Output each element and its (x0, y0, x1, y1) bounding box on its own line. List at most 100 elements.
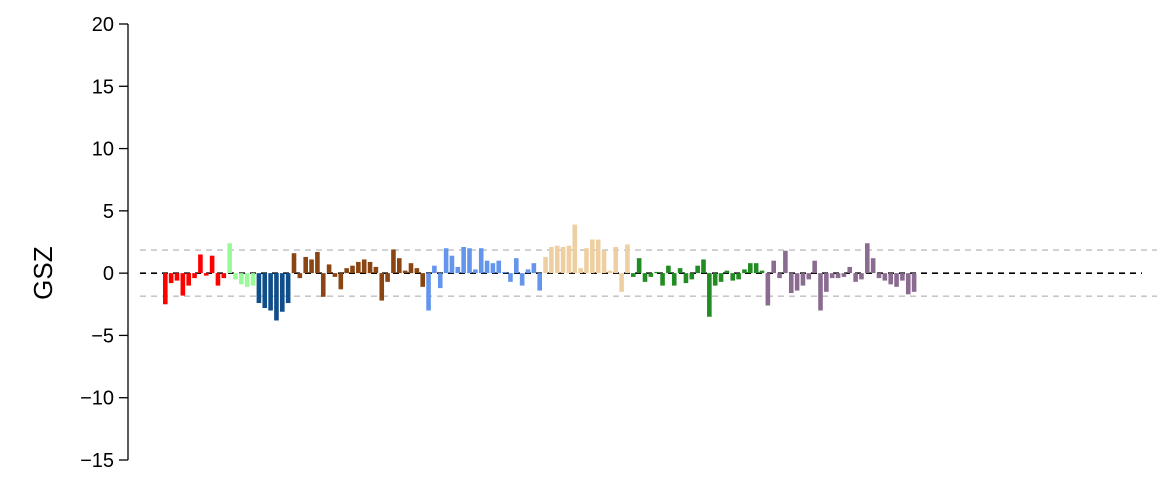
bar (280, 273, 285, 312)
bar (888, 273, 893, 285)
bars (163, 224, 917, 321)
bar (666, 265, 671, 274)
bar (344, 268, 349, 274)
bar (812, 260, 817, 274)
bar (326, 264, 332, 274)
bar (554, 245, 560, 274)
bar (777, 273, 782, 279)
bar (420, 273, 425, 287)
y-axis: −15 −10 −5 0 5 10 15 20 (80, 14, 129, 472)
bar (397, 258, 402, 274)
bar (215, 273, 221, 286)
bar (595, 239, 601, 274)
bar (788, 273, 794, 294)
bar (905, 273, 911, 295)
bar (367, 261, 373, 274)
bar (221, 273, 227, 279)
bar (631, 273, 636, 277)
bar (712, 273, 718, 286)
bar (537, 273, 542, 291)
bar (496, 260, 502, 274)
bar (291, 253, 297, 274)
bar (414, 268, 420, 274)
bar (449, 255, 455, 274)
bar (543, 256, 548, 274)
bar (572, 224, 578, 274)
y-tick-label: 0 (103, 263, 114, 285)
bar (256, 273, 262, 304)
bar (350, 265, 355, 274)
bar (736, 273, 741, 280)
bar (297, 273, 303, 279)
bar (203, 273, 209, 276)
bar (625, 244, 630, 274)
bar (707, 273, 712, 317)
bar (724, 270, 730, 274)
bar (748, 263, 753, 274)
y-tick-label: −10 (80, 388, 114, 410)
bar (519, 273, 525, 286)
bar (320, 273, 326, 297)
reference-lines (140, 249, 1157, 297)
bar (695, 265, 700, 274)
bar (654, 271, 659, 274)
bar (753, 263, 759, 274)
bar (332, 273, 338, 277)
bar (356, 261, 361, 274)
bar (274, 273, 279, 321)
bar (560, 246, 566, 274)
bar (338, 273, 344, 290)
bar (186, 273, 191, 286)
y-tick-label: 10 (92, 139, 114, 161)
y-tick-label: −15 (80, 450, 114, 472)
bar (192, 273, 197, 279)
bar (660, 273, 665, 286)
bar (443, 248, 449, 274)
bar (484, 260, 490, 274)
bar (794, 273, 800, 291)
bar (771, 260, 776, 274)
bar (455, 266, 461, 274)
bar (525, 269, 531, 274)
bar (911, 273, 917, 292)
bar (619, 273, 624, 292)
bar (303, 256, 308, 274)
bar (502, 271, 507, 274)
bar (800, 273, 806, 286)
bar (730, 273, 736, 281)
bar (742, 269, 747, 274)
bar (759, 270, 765, 274)
bar (268, 273, 273, 311)
bar (408, 263, 414, 274)
y-tick-label: 5 (103, 201, 114, 223)
bar (882, 273, 888, 281)
bar (701, 259, 706, 274)
bar (841, 273, 847, 277)
bar (309, 259, 314, 274)
bar (262, 273, 268, 309)
bar (549, 246, 554, 274)
bar (432, 265, 437, 274)
bar (870, 258, 876, 274)
bar (473, 269, 478, 274)
bar (578, 268, 583, 274)
bar (847, 266, 853, 274)
bar (677, 268, 683, 274)
bar (824, 273, 829, 292)
bar (285, 273, 291, 304)
bar (437, 273, 443, 289)
bar (467, 248, 472, 274)
bar (180, 273, 186, 296)
bar (227, 243, 232, 274)
bar (590, 239, 595, 274)
bar (514, 258, 519, 274)
bar (853, 273, 858, 282)
bar (508, 273, 513, 282)
bar (829, 273, 835, 279)
bar (361, 259, 367, 274)
bar (478, 248, 484, 274)
y-tick-label: 20 (92, 14, 114, 36)
bar (636, 258, 642, 274)
bar (233, 273, 238, 280)
bar (765, 273, 771, 306)
